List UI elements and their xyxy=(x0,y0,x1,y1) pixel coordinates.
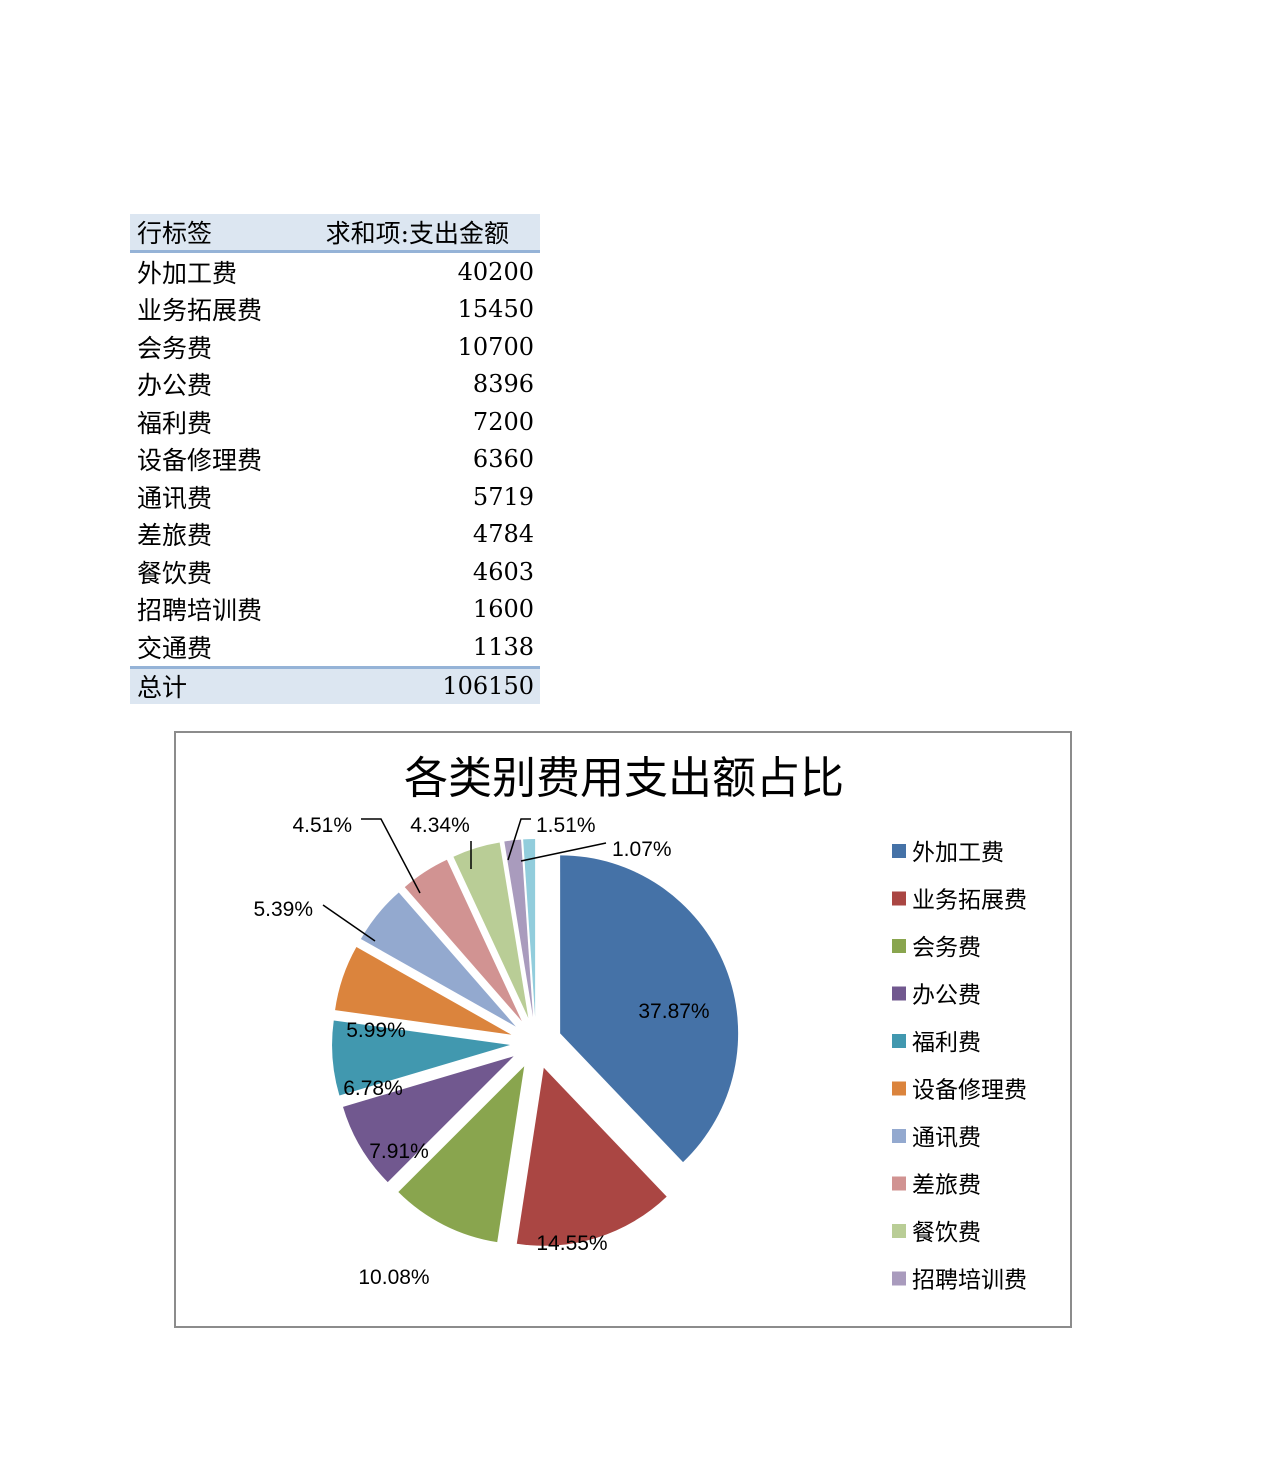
pie-slice-11[interactable] xyxy=(523,839,536,1018)
row-value[interactable]: 6360 xyxy=(472,445,534,474)
row-label[interactable]: 招聘培训费 xyxy=(137,596,263,626)
row-label[interactable]: 福利费 xyxy=(137,408,213,438)
legend-swatch xyxy=(892,1081,906,1096)
row-value[interactable]: 7200 xyxy=(472,407,534,436)
pie-slice-3[interactable] xyxy=(398,1066,525,1243)
table-row: 通讯费 5719 xyxy=(130,478,540,516)
table-row: 交通费 1138 xyxy=(130,628,540,666)
total-label[interactable]: 总计 xyxy=(137,673,188,702)
row-value[interactable]: 1138 xyxy=(472,632,534,661)
legend-swatch xyxy=(892,844,906,858)
legend-swatch xyxy=(892,1129,906,1143)
leader-line xyxy=(361,818,421,894)
row-value[interactable]: 5719 xyxy=(472,482,534,511)
data-label: 5.99% xyxy=(346,1019,406,1042)
data-labels: 37.87% 14.55% 10.08% 7.91% 6.78% 5.99% 5.39% 4.… xyxy=(253,814,709,1289)
data-label: 14.55% xyxy=(536,1232,607,1255)
data-label: 4.51% xyxy=(292,814,352,837)
data-label: 37.87% xyxy=(638,1000,709,1023)
pie-slice-9[interactable] xyxy=(453,842,529,1019)
table-row: 会务费 10700 xyxy=(130,328,540,366)
table-row: 餐饮费 4603 xyxy=(130,553,540,591)
legend-swatch xyxy=(892,891,906,906)
row-label[interactable]: 办公费 xyxy=(137,371,213,401)
data-label: 1.07% xyxy=(612,838,672,861)
legend-entry[interactable]: 福利费 xyxy=(912,1030,981,1056)
pie-slice-5[interactable] xyxy=(332,1020,511,1096)
data-label: 5.39% xyxy=(253,898,313,921)
row-value[interactable]: 10700 xyxy=(457,332,534,361)
pie-slice-6[interactable] xyxy=(335,947,512,1035)
row-label[interactable]: 设备修理费 xyxy=(137,446,263,476)
chart-title: 各类别费用支出额占比 xyxy=(404,753,844,804)
legend-entry[interactable]: 会务费 xyxy=(912,935,981,961)
leader-line xyxy=(520,842,607,862)
legend-entry[interactable]: 通讯费 xyxy=(912,1125,981,1151)
table-row: 差旅费 4784 xyxy=(130,516,540,554)
row-label[interactable]: 差旅费 xyxy=(137,521,213,551)
data-label: 4.34% xyxy=(410,814,470,837)
pie-slice-2[interactable] xyxy=(516,1067,667,1246)
pivot-body: 外加工费 40200 业务拓展费 15450 会务费 10700 办公费 8396 福利费 720… xyxy=(130,253,540,666)
row-value[interactable]: 4784 xyxy=(472,520,534,549)
row-value[interactable]: 40200 xyxy=(457,257,534,286)
pivot-header-row: 行标签 求和项:支出金额 xyxy=(130,214,540,253)
legend-swatch xyxy=(892,986,906,1001)
leader-line xyxy=(507,818,531,861)
table-row: 业务拓展费 15450 xyxy=(130,291,540,329)
pie-slice-8[interactable] xyxy=(404,859,522,1022)
row-value[interactable]: 15450 xyxy=(457,295,534,324)
header-row-label[interactable]: 行标签 xyxy=(137,219,213,248)
legend-entry[interactable]: 招聘培训费 xyxy=(912,1268,1027,1294)
pivot-table: 行标签 求和项:支出金额 外加工费 40200 业务拓展费 15450 会务费 10700… xyxy=(130,214,540,704)
row-label[interactable]: 交通费 xyxy=(137,633,213,663)
legend-entry[interactable]: 业务拓展费 xyxy=(912,888,1027,914)
legend-entry[interactable]: 餐饮费 xyxy=(912,1220,981,1246)
leader-line xyxy=(322,904,376,942)
data-label: 1.51% xyxy=(536,814,596,837)
total-value[interactable]: 106150 xyxy=(442,672,534,700)
row-value[interactable]: 4603 xyxy=(472,557,534,586)
row-value[interactable]: 8396 xyxy=(472,370,534,399)
legend-swatch xyxy=(892,1224,906,1238)
row-label[interactable]: 外加工费 xyxy=(137,258,238,288)
table-row: 福利费 7200 xyxy=(130,403,540,441)
legend-entry[interactable]: 外加工费 xyxy=(912,840,1004,866)
pie-slices xyxy=(332,839,739,1246)
row-label[interactable]: 业务拓展费 xyxy=(137,296,263,326)
data-label: 6.78% xyxy=(343,1077,403,1100)
table-row: 外加工费 40200 xyxy=(130,253,540,291)
legend-entry[interactable]: 差旅费 xyxy=(912,1173,981,1199)
pie-slice-7[interactable] xyxy=(360,892,516,1027)
pivot-total-row: 总计 106150 xyxy=(130,665,540,704)
legend-swatch xyxy=(892,939,906,953)
table-row: 招聘培训费 1600 xyxy=(130,591,540,629)
row-value[interactable]: 1600 xyxy=(472,595,534,624)
pie-slice-10[interactable] xyxy=(504,839,534,1018)
legend-entry[interactable]: 设备修理费 xyxy=(912,1078,1027,1104)
pie-slice-1[interactable] xyxy=(560,855,739,1163)
header-sum-label[interactable]: 求和项:支出金额 xyxy=(325,219,509,248)
data-label: 10.08% xyxy=(358,1266,429,1289)
legend-swatch xyxy=(892,1271,906,1286)
data-label: 7.91% xyxy=(369,1140,429,1163)
legend-swatch xyxy=(892,1176,906,1191)
leader-lines xyxy=(322,818,607,942)
row-label[interactable]: 餐饮费 xyxy=(137,558,213,588)
row-label[interactable]: 通讯费 xyxy=(137,483,213,513)
row-label[interactable]: 会务费 xyxy=(137,333,213,363)
pie-slice-4[interactable] xyxy=(342,1056,514,1183)
table-row: 设备修理费 6360 xyxy=(130,441,540,479)
legend-swatch xyxy=(892,1034,906,1048)
legend-entry[interactable]: 办公费 xyxy=(912,983,981,1009)
pie-chart-svg: 各类别费用支出额占比 37.87% 14.55% 10.08% 7.91% 6.78% 5… xyxy=(253,753,1027,1294)
pie-chart[interactable]: 各类别费用支出额占比 37.87% 14.55% 10.08% 7.91% 6.78% 5… xyxy=(174,731,1072,1328)
table-row: 办公费 8396 xyxy=(130,366,540,404)
